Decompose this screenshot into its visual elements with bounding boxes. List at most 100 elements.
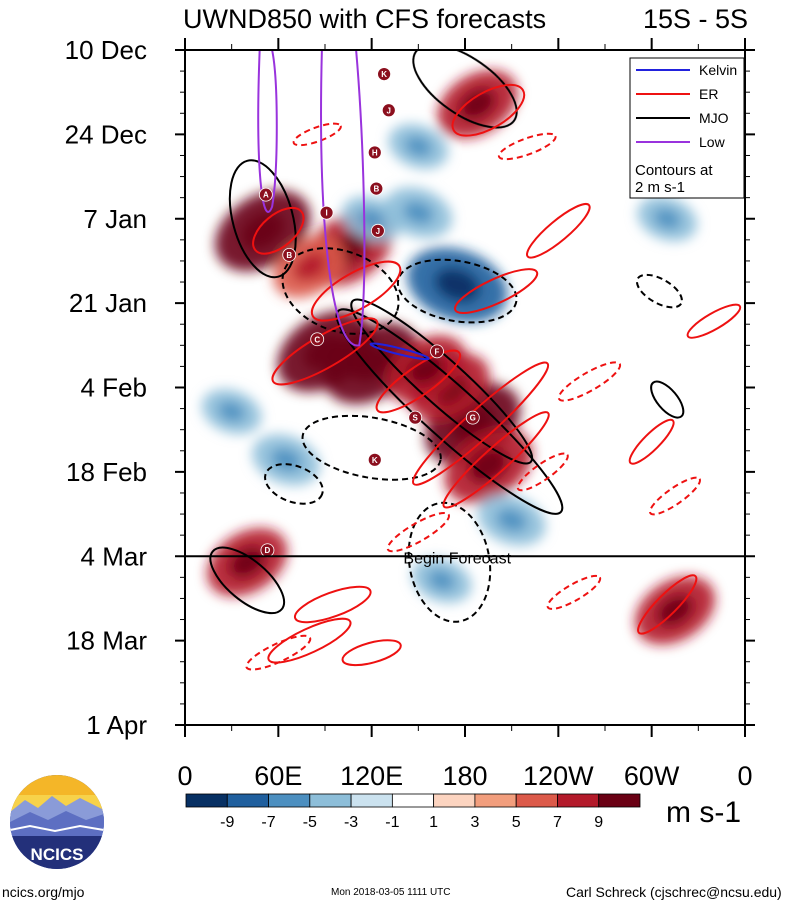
colorbar-label-4: -1: [385, 814, 399, 831]
footer-url[interactable]: ncics.org/mjo: [2, 884, 85, 900]
wave-label-0: K: [381, 70, 387, 79]
colorbar-swatch-4: [350, 793, 393, 808]
colorbar-label-2: -5: [303, 814, 317, 831]
er-contour-10: [267, 617, 352, 664]
colorbar-swatch-6: [433, 793, 476, 808]
er-contour-7: [526, 202, 591, 259]
anomaly-core-13: [403, 201, 434, 225]
wave-marker-11: [465, 410, 480, 425]
anomaly-core-10: [459, 88, 496, 120]
legend-label-low: Low: [699, 134, 726, 150]
colorbar-swatch-9: [557, 793, 600, 808]
anomaly-core-18: [496, 508, 527, 532]
wave-label-5: I: [325, 209, 327, 218]
anomaly-core-19: [404, 136, 432, 157]
wave-label-6: J: [376, 227, 380, 236]
colorbar-swatch-1: [226, 793, 269, 808]
wave-label-9: F: [435, 347, 440, 356]
colorbar-swatch-2: [268, 793, 311, 808]
y-tick-label-5: 18 Feb: [66, 457, 147, 487]
wave-marker-3: [369, 181, 384, 196]
er-dashed-contour-4: [516, 452, 569, 492]
er-contour-13: [341, 639, 402, 667]
er-contour-11: [686, 303, 742, 339]
colorbar-swatch-3: [309, 793, 352, 808]
wave-marker-2: [367, 145, 382, 160]
legend-note-2: 2 m s-1: [635, 179, 685, 196]
x-tick-label-5: 60W: [624, 761, 680, 791]
colorbar-swatch-0: [185, 793, 228, 808]
forecast-line: Begin Forecast: [185, 550, 745, 567]
colorbar-label-6: 3: [470, 814, 479, 831]
er-dashed-contour-6: [557, 361, 622, 402]
anomaly-core-8: [229, 546, 266, 578]
x-tick-label-2: 120E: [340, 761, 403, 791]
er-contour-6: [375, 349, 462, 414]
logo-text: NCICS: [31, 845, 84, 864]
wave-marker-9: [430, 344, 444, 359]
footer-timestamp: Mon 2018-03-05 1111 UTC: [331, 887, 451, 898]
er-contour-5: [442, 411, 550, 509]
colorbar-label-8: 7: [553, 814, 562, 831]
er-contour-0: [451, 83, 526, 137]
wave-marker-1: [381, 103, 396, 118]
wave-label-12: K: [372, 456, 378, 465]
mjo-contour-1: [228, 159, 297, 279]
legend-box: [629, 57, 745, 199]
wave-label-2: H: [372, 148, 378, 157]
er-dashed-contour-2: [245, 634, 312, 671]
wave-label-11: G: [470, 414, 476, 423]
wave-contours: [209, 50, 742, 671]
legend-note-1: Contours at: [635, 162, 713, 179]
chart-title: UWND850 with CFS forecasts: [183, 4, 546, 34]
y-tick-label-0: 10 Dec: [65, 35, 147, 65]
y-tick-label-6: 4 Mar: [81, 541, 148, 571]
latitude-band: 15S - 5S: [643, 4, 748, 34]
wave-label-4: A: [263, 191, 269, 200]
anomaly-core-17: [653, 208, 681, 229]
colorbar-label-3: -3: [344, 814, 358, 831]
colorbar-label-0: -9: [220, 814, 234, 831]
x-axis: 0 60E 120E 180 120W 60W 0: [177, 38, 753, 791]
wave-label-3: B: [373, 185, 379, 194]
legend-label-kelvin: Kelvin: [699, 62, 737, 78]
wave-marker-5: [319, 205, 334, 220]
wave-label-7: B: [286, 251, 292, 260]
mjo-contour-2: [281, 247, 400, 335]
colorbar-label-7: 5: [512, 814, 521, 831]
wave-label-8: C: [314, 335, 320, 344]
wave-marker-12: [367, 452, 382, 467]
y-tick-label-2: 7 Jan: [83, 204, 147, 234]
y-tick-label-3: 21 Jan: [69, 288, 147, 318]
colorbar-swatch-10: [598, 793, 641, 808]
er-contour-2: [310, 260, 402, 322]
wave-marker-6: [370, 223, 385, 238]
er-dashed-contour-1: [386, 511, 450, 553]
er-contour-1: [252, 206, 305, 255]
legend-label-mjo: MJO: [699, 110, 729, 126]
x-tick-label-4: 120W: [523, 761, 594, 791]
mjo-contour-8: [396, 258, 518, 324]
anomaly-core-3: [241, 212, 285, 250]
colorbar-swatch-8: [515, 793, 558, 808]
er-dashed-contour-3: [546, 574, 602, 610]
wave-label-10: S: [413, 414, 419, 423]
colorbar-label-5: 1: [429, 814, 438, 831]
mjo-contour-7: [650, 380, 685, 419]
wave-label-1: J: [387, 106, 391, 115]
er-dashed-contour-5: [649, 476, 701, 516]
colorbar-label-9: 9: [594, 814, 603, 831]
forecast-label: Begin Forecast: [403, 550, 511, 567]
legend-label-er: ER: [699, 86, 718, 102]
mjo-contour-4: [335, 308, 564, 515]
y-tick-label-8: 1 Apr: [86, 710, 147, 740]
mjo-contour-9: [264, 463, 324, 505]
x-tick-label-1: 60E: [254, 761, 302, 791]
er-contour-12: [293, 585, 372, 624]
wave-marker-4: [258, 187, 273, 202]
anomaly-core-16: [218, 401, 246, 422]
wave-marker-10: [408, 410, 423, 425]
er-contour-8: [628, 418, 675, 465]
y-axis: 10 Dec 24 Dec 7 Jan 21 Jan 4 Feb 18 Feb 4 Mar 1…: [65, 35, 755, 740]
low-contour-0: [257, 50, 278, 213]
